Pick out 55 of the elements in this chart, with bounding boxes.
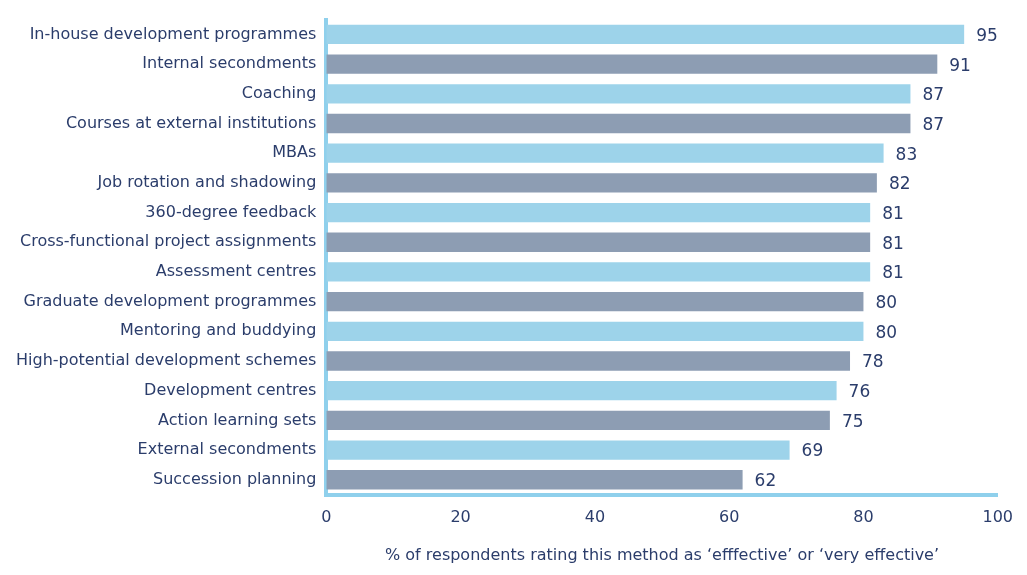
y-tick-label: External secondments — [137, 439, 317, 459]
y-tick-label: Courses at external institutions — [65, 112, 317, 132]
data-label: 75 — [841, 410, 864, 431]
bar — [326, 440, 790, 460]
bar — [326, 113, 911, 134]
bar — [326, 470, 743, 490]
bar — [326, 202, 871, 223]
bar — [326, 24, 965, 45]
y-tick-label: Succession planning — [153, 468, 317, 488]
x-tick-label: 80 — [853, 507, 874, 527]
y-tick-label: Cross-functional project assignments — [19, 231, 317, 251]
data-label: 81 — [882, 232, 904, 253]
y-tick-label: Internal secondments — [142, 53, 317, 73]
y-tick-label: 360-degree feedback — [145, 201, 318, 221]
y-tick-label: MBAs — [272, 142, 317, 162]
data-label: 76 — [848, 381, 871, 402]
bar — [326, 291, 864, 312]
bar — [326, 321, 864, 341]
y-tick-label: Graduate development programmes — [23, 290, 317, 310]
data-label: 87 — [922, 113, 945, 134]
data-label: 80 — [875, 292, 898, 313]
y-tick-label: Coaching — [241, 82, 317, 102]
x-tick-label: 40 — [584, 507, 606, 527]
data-label: 91 — [949, 54, 971, 75]
bar — [326, 54, 938, 74]
bar — [326, 84, 911, 104]
bar — [326, 381, 837, 401]
x-tick-label: 0 — [321, 507, 332, 527]
x-axis-title: % of respondents rating this method as ‘efffective’ or ‘very effective’ — [385, 544, 940, 564]
y-tick-label: Action learning sets — [157, 409, 317, 429]
y-tick-label: Job rotation and shadowing — [96, 172, 317, 192]
bar — [326, 262, 871, 282]
data-label: 81 — [882, 262, 904, 283]
data-label: 80 — [875, 321, 898, 342]
x-tick-label: 20 — [450, 507, 471, 527]
data-label: 95 — [976, 24, 998, 45]
y-tick-label: Mentoring and buddying — [120, 320, 317, 340]
bar — [326, 143, 884, 163]
bar — [326, 351, 851, 371]
y-tick-label: Development centres — [144, 379, 317, 399]
x-tick-label: 60 — [718, 507, 740, 527]
y-tick-label: In-house development programmes — [29, 23, 317, 43]
x-tick-label: 100 — [982, 507, 1013, 527]
data-label: 62 — [754, 470, 777, 491]
data-label: 69 — [801, 440, 824, 461]
data-label: 87 — [922, 84, 945, 105]
y-tick-label: High-potential development schemes — [15, 350, 317, 370]
y-tick-label: Assessment centres — [155, 261, 317, 281]
data-label: 78 — [862, 351, 884, 372]
bar — [326, 232, 871, 252]
data-label: 82 — [888, 173, 911, 194]
data-label: 81 — [882, 202, 904, 223]
bar — [326, 173, 877, 193]
bar — [326, 410, 830, 431]
data-label: 83 — [895, 143, 918, 164]
